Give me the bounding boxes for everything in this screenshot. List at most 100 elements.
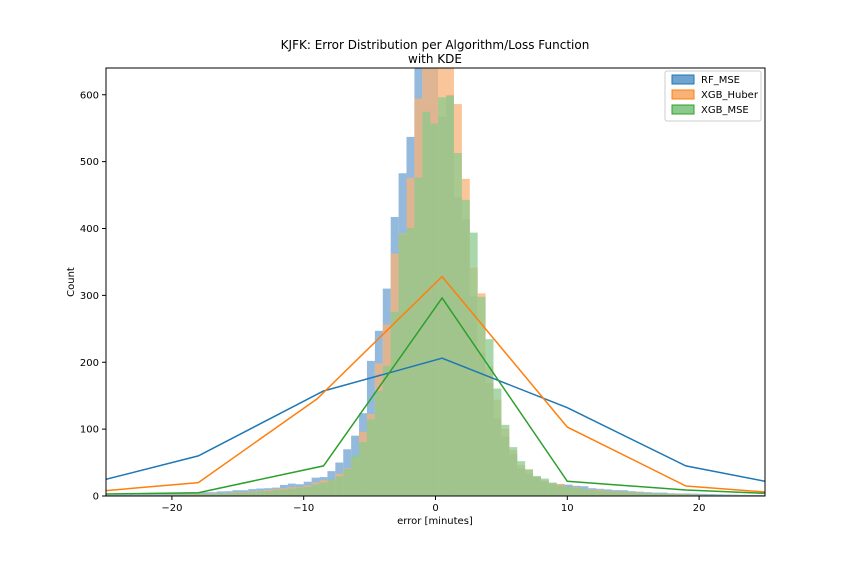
histogram-bar [319, 482, 328, 496]
histogram-bar [232, 492, 241, 496]
histogram-bar [675, 494, 684, 496]
y-tick-label: 400 [80, 224, 99, 235]
x-tick-label: −20 [161, 503, 182, 514]
histogram-bar [422, 111, 431, 496]
legend-swatch-xgb-mse [671, 104, 695, 115]
histogram-bar [106, 494, 114, 496]
histogram-bar [295, 487, 304, 496]
x-tick-label: 10 [561, 503, 574, 514]
histogram-bar [303, 486, 312, 496]
histogram-bar [620, 492, 628, 496]
y-axis: 0 100 200 300 400 500 600 [80, 90, 106, 503]
histogram-bar [327, 479, 336, 496]
histogram-bar [485, 339, 494, 496]
histogram-bar [287, 488, 296, 496]
histogram-bar [683, 494, 692, 496]
chart-title: KJFK: Error Distribution per Algorithm/L… [281, 38, 590, 52]
y-axis-label: Count [66, 267, 77, 297]
histogram-bar [548, 482, 557, 496]
y-tick-label: 600 [80, 90, 99, 101]
x-tick-label: 20 [693, 503, 706, 514]
y-tick-label: 500 [80, 157, 99, 168]
histogram-bar [398, 234, 407, 496]
chart-subtitle: with KDE [408, 52, 462, 66]
legend: RF_MSE XGB_Huber XGB_MSE [664, 70, 762, 122]
histogram-bar [525, 469, 534, 496]
legend-swatch-xgb-huber [671, 89, 695, 100]
histogram-bar [596, 490, 605, 496]
histogram-bar [256, 491, 265, 496]
histogram-bar [279, 489, 288, 496]
histogram-bar [707, 494, 715, 496]
histogram-bar [390, 311, 399, 496]
y-tick-label: 300 [80, 291, 99, 302]
histogram-bar [517, 461, 526, 496]
histogram-bar [414, 177, 423, 496]
histogram-bar [359, 442, 367, 496]
legend-swatch-rf-mse [671, 74, 695, 85]
histogram-bar [224, 493, 233, 496]
histogram-bar [461, 199, 470, 496]
histogram-bar [588, 490, 597, 496]
histogram-bars [106, 68, 765, 496]
kde-lines [106, 275, 765, 495]
histogram-bar [185, 494, 193, 496]
histogram-bar [438, 97, 447, 496]
histogram-bar [272, 489, 280, 496]
legend-label-xgb-mse: XGB_MSE [701, 105, 749, 116]
histogram-bar [453, 153, 462, 496]
x-axis-label: error [minutes] [397, 516, 473, 527]
histogram-bar [351, 455, 360, 496]
kde-line-rf-mse [106, 357, 765, 483]
histogram-bar [667, 493, 676, 496]
histogram-bar [572, 487, 581, 496]
histogram-bar [113, 494, 122, 496]
histogram-bar [343, 468, 352, 496]
histogram-bar [604, 491, 613, 496]
histogram-bar [382, 365, 391, 496]
histogram-bar [366, 419, 375, 496]
histogram-bar [200, 493, 209, 496]
x-tick-label: −10 [293, 503, 314, 514]
histogram-bar [493, 388, 502, 496]
histogram-bar [580, 489, 589, 496]
legend-label-xgb-huber: XGB_Huber [701, 90, 759, 101]
y-tick-label: 200 [80, 358, 99, 369]
histogram-bar [627, 492, 636, 496]
histogram-bar [564, 486, 573, 496]
histogram-bar [699, 494, 708, 496]
histogram-bar [248, 492, 257, 496]
histogram-bar [651, 493, 660, 496]
histogram-bar [216, 493, 225, 496]
histogram-bar [509, 447, 518, 496]
histogram-bar [556, 485, 565, 496]
histogram-bar [659, 493, 668, 496]
x-tick-label: 0 [432, 503, 438, 514]
histogram-bar [533, 475, 541, 496]
kde-line-xgb-huber [106, 275, 765, 493]
histogram-bar [469, 232, 478, 496]
histogram-bar [311, 484, 320, 496]
histogram-bar [446, 96, 454, 496]
histogram-bar [540, 478, 549, 496]
histogram-bar [264, 491, 273, 496]
x-axis: −20 −10 0 10 20 [161, 496, 705, 514]
histogram-bar [169, 494, 178, 496]
histogram-bar [208, 494, 217, 496]
histogram-bar [177, 494, 186, 496]
histogram-bar [612, 491, 621, 496]
histogram-bar [240, 492, 249, 496]
histogram-bar [192, 494, 201, 496]
legend-label-rf-mse: RF_MSE [701, 75, 740, 86]
histogram-bar [635, 493, 644, 496]
histogram-bar [691, 494, 700, 496]
histogram-bar [161, 494, 170, 496]
histogram-bar [643, 493, 652, 496]
histogram-bar [501, 424, 510, 496]
histogram-bar [406, 227, 415, 496]
y-tick-label: 100 [80, 425, 99, 436]
y-tick-label: 0 [93, 492, 99, 503]
kde-line-xgb-mse [106, 296, 765, 495]
histogram-bar [374, 390, 383, 496]
